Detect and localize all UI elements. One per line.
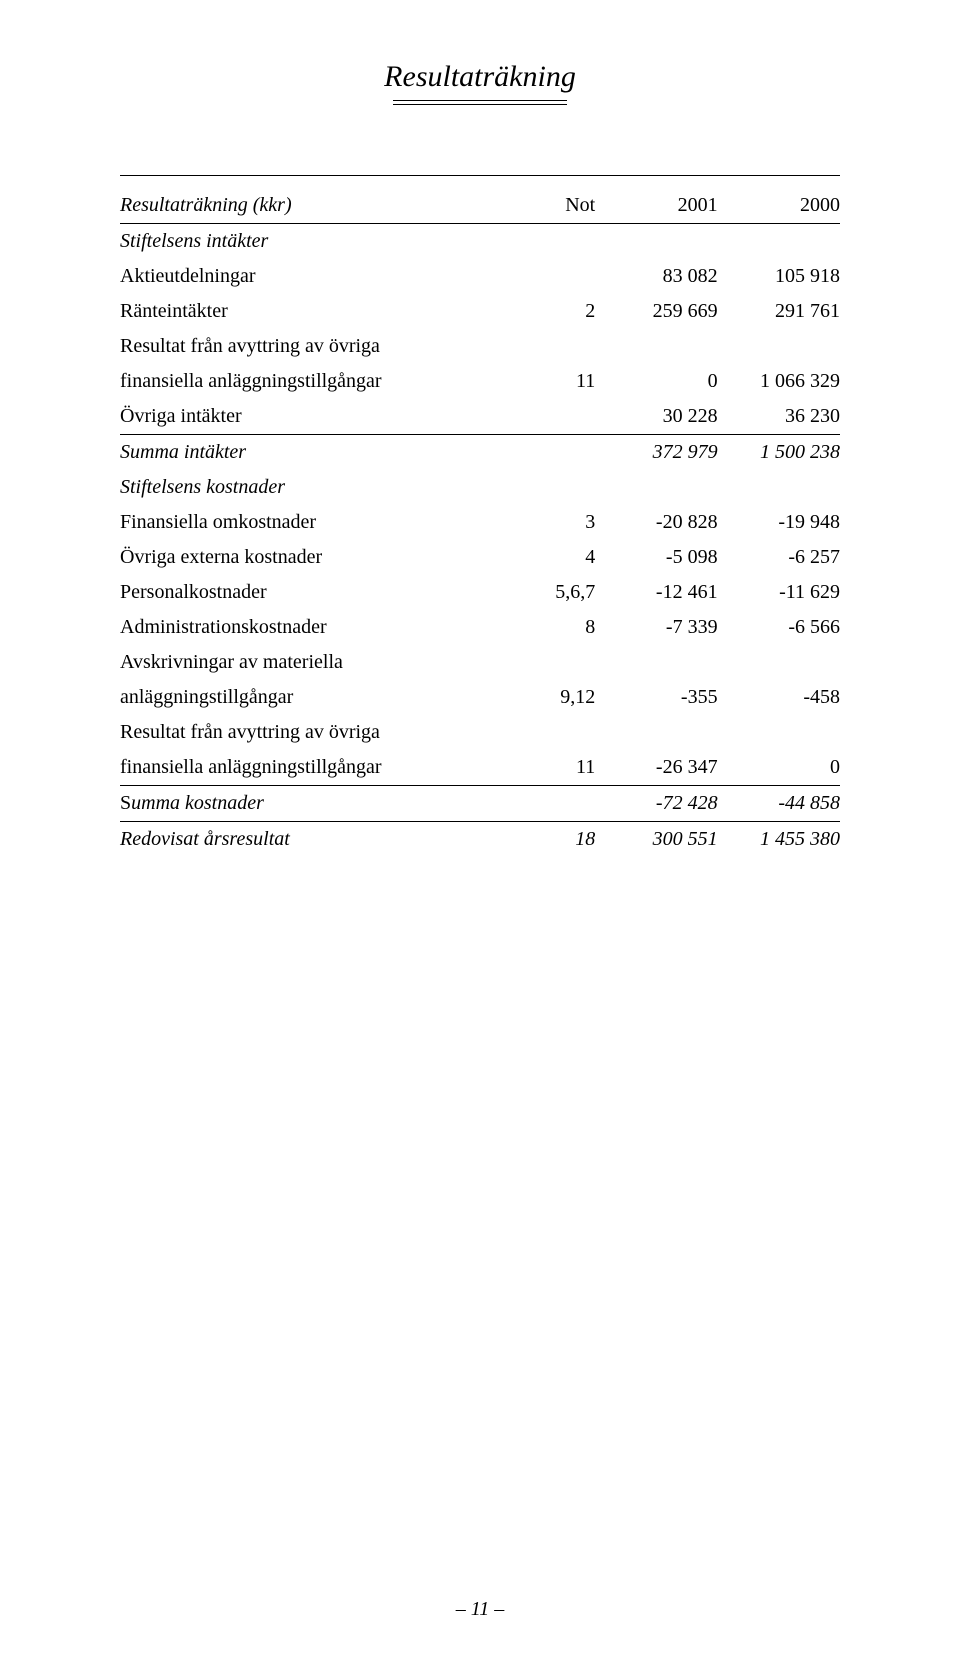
row-not: 4	[509, 540, 595, 575]
row-not: 11	[509, 364, 595, 399]
row-y1: 259 669	[595, 294, 717, 329]
row-label: finansiella anläggningstillgångar	[120, 750, 509, 786]
row-not: 18	[509, 822, 595, 858]
summa-intakter-row: Summa intäkter 372 979 1 500 238	[120, 435, 840, 471]
row-label: Administrationskostnader	[120, 610, 509, 645]
row-y1: 372 979	[595, 435, 717, 471]
page-title: Resultaträkning	[384, 60, 576, 98]
row-label: Aktieutdelningar	[120, 259, 509, 294]
row-y1	[595, 645, 717, 680]
section-heading-kostnader: Stiftelsens kostnader	[120, 470, 840, 505]
row-label: finansiella anläggningstillgångar	[120, 364, 509, 399]
summa-kostnader-row: Summa kostnader -72 428 -44 858	[120, 786, 840, 822]
table-row: Finansiella omkostnader 3 -20 828 -19 94…	[120, 505, 840, 540]
header-year-2: 2000	[718, 188, 840, 224]
row-label: Resultat från avyttring av övriga	[120, 329, 509, 364]
row-y2: -458	[718, 680, 840, 715]
row-y2: 1 455 380	[718, 822, 840, 858]
page-footer: – 11 –	[0, 1598, 960, 1621]
row-y2: 1 500 238	[718, 435, 840, 471]
table-row: Personalkostnader 5,6,7 -12 461 -11 629	[120, 575, 840, 610]
row-not	[509, 715, 595, 750]
row-not: 11	[509, 750, 595, 786]
row-y1: -7 339	[595, 610, 717, 645]
table-row: Ränteintäkter 2 259 669 291 761	[120, 294, 840, 329]
header-unit-text: (kkr)	[253, 194, 292, 216]
table-row: finansiella anläggningstillgångar 11 -26…	[120, 750, 840, 786]
row-y1: -72 428	[595, 786, 717, 822]
row-label: Personalkostnader	[120, 575, 509, 610]
row-label: Finansiella omkostnader	[120, 505, 509, 540]
row-label: Resultat från avyttring av övriga	[120, 715, 509, 750]
row-y1: -12 461	[595, 575, 717, 610]
row-y1: 30 228	[595, 399, 717, 435]
redovisat-row: Redovisat årsresultat 18 300 551 1 455 3…	[120, 822, 840, 858]
table-row: Resultat från avyttring av övriga	[120, 329, 840, 364]
row-not: 8	[509, 610, 595, 645]
row-y1	[595, 715, 717, 750]
header-label: Resultaträkning	[120, 194, 248, 216]
row-y1: 0	[595, 364, 717, 399]
table-row: Övriga externa kostnader 4 -5 098 -6 257	[120, 540, 840, 575]
row-not: 5,6,7	[509, 575, 595, 610]
section-heading-intakter: Stiftelsens intäkter	[120, 224, 840, 260]
row-y1: -355	[595, 680, 717, 715]
row-label: Ränteintäkter	[120, 294, 509, 329]
table-row: Avskrivningar av materiella	[120, 645, 840, 680]
header-year-1: 2001	[595, 188, 717, 224]
table-header-row: Resultaträkning (kkr) Not 2001 2000	[120, 188, 840, 224]
row-label: Övriga externa kostnader	[120, 540, 509, 575]
row-not	[509, 645, 595, 680]
row-label: Summa kostnader	[120, 786, 509, 822]
row-y1: -20 828	[595, 505, 717, 540]
row-not: 9,12	[509, 680, 595, 715]
row-label: Avskrivningar av materiella	[120, 645, 509, 680]
table-row: anläggningstillgångar 9,12 -355 -458	[120, 680, 840, 715]
table-row: Resultat från avyttring av övriga	[120, 715, 840, 750]
row-y2: 1 066 329	[718, 364, 840, 399]
row-y1: 300 551	[595, 822, 717, 858]
row-y2: -44 858	[718, 786, 840, 822]
row-y1: 83 082	[595, 259, 717, 294]
row-y2: 36 230	[718, 399, 840, 435]
title-block: Resultaträkning	[120, 60, 840, 105]
row-not	[509, 329, 595, 364]
row-y1	[595, 329, 717, 364]
row-not	[509, 399, 595, 435]
row-y2	[718, 645, 840, 680]
row-y2	[718, 329, 840, 364]
row-y2: 0	[718, 750, 840, 786]
row-y1: -5 098	[595, 540, 717, 575]
row-not: 3	[509, 505, 595, 540]
row-not	[509, 259, 595, 294]
top-rule	[120, 175, 840, 176]
table-row: finansiella anläggningstillgångar 11 0 1…	[120, 364, 840, 399]
row-not: 2	[509, 294, 595, 329]
row-label: anläggningstillgångar	[120, 680, 509, 715]
header-not: Not	[509, 188, 595, 224]
row-label: Summa intäkter	[120, 435, 509, 471]
table-row: Övriga intäkter 30 228 36 230	[120, 399, 840, 435]
title-double-underline	[393, 100, 567, 105]
income-statement-table: Resultaträkning (kkr) Not 2001 2000 Stif…	[120, 188, 840, 857]
table-row: Aktieutdelningar 83 082 105 918	[120, 259, 840, 294]
row-label: Övriga intäkter	[120, 399, 509, 435]
row-y2: -6 257	[718, 540, 840, 575]
row-y2: 105 918	[718, 259, 840, 294]
row-y2: 291 761	[718, 294, 840, 329]
row-y2: -6 566	[718, 610, 840, 645]
row-y2: -19 948	[718, 505, 840, 540]
table-row: Administrationskostnader 8 -7 339 -6 566	[120, 610, 840, 645]
row-y2: -11 629	[718, 575, 840, 610]
row-y2	[718, 715, 840, 750]
page: Resultaträkning Resultaträkning (kkr) No…	[0, 0, 960, 1667]
row-y1: -26 347	[595, 750, 717, 786]
row-label: Redovisat årsresultat	[120, 822, 509, 858]
